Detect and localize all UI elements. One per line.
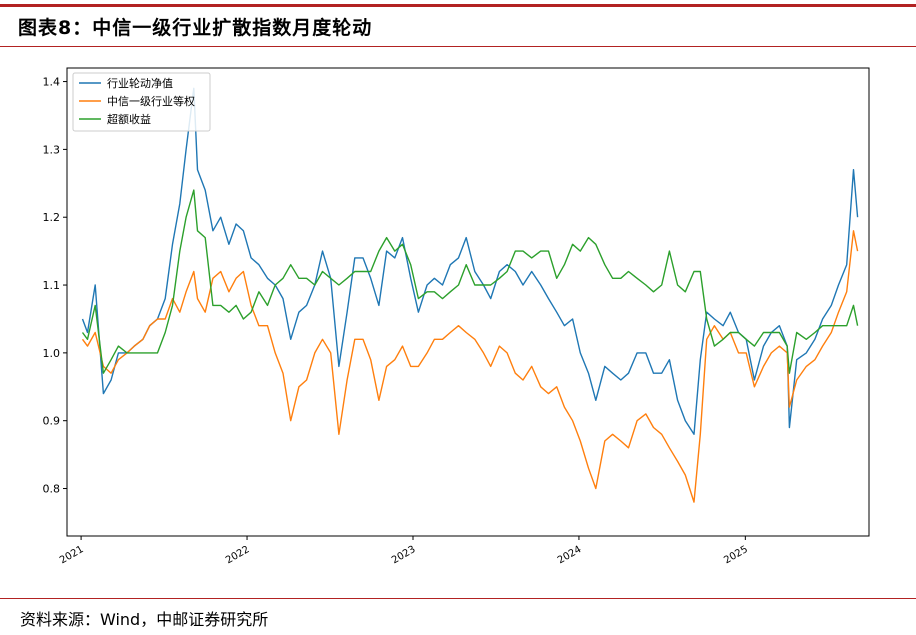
top-rule bbox=[0, 4, 916, 7]
y-axis: 0.8 0.9 1.0 1.1 1.2 1.3 1.4 bbox=[43, 76, 67, 496]
series-layer bbox=[81, 87, 859, 503]
x-tick-label: 2023 bbox=[390, 544, 418, 566]
figure-title: 图表8：中信一级行业扩散指数月度轮动 bbox=[18, 17, 373, 39]
series-line-3 bbox=[81, 189, 859, 374]
legend-label-2: 中信一级行业等权 bbox=[107, 94, 195, 108]
x-tick-label: 2021 bbox=[58, 544, 86, 566]
source-note: 资料来源：Wind，中邮证券研究所 bbox=[20, 610, 269, 629]
y-tick-label: 1.3 bbox=[43, 143, 61, 156]
x-tick-label: 2024 bbox=[556, 544, 584, 566]
plot-frame bbox=[66, 67, 870, 537]
y-tick-label: 0.9 bbox=[43, 415, 61, 428]
y-tick-label: 1.2 bbox=[43, 211, 61, 224]
series-line-1 bbox=[81, 87, 859, 435]
x-tick-label: 2025 bbox=[722, 544, 750, 566]
y-tick-label: 0.8 bbox=[43, 483, 61, 496]
y-tick-label: 1.1 bbox=[43, 279, 61, 292]
header-rule bbox=[0, 46, 916, 47]
chart-area: 0.8 0.9 1.0 1.1 1.2 1.3 1.4 2021 2022 2023 2024 20… bbox=[0, 44, 916, 596]
line-chart: 0.80.91.01.11.21.31.4 2021 2022 2023 2024 20… bbox=[43, 67, 870, 566]
series-line-2 bbox=[81, 230, 859, 503]
x-axis: 2021 2022 2023 2024 2025 bbox=[58, 536, 750, 566]
legend-label-3: 超额收益 bbox=[107, 112, 151, 126]
y-tick-label: 1.0 bbox=[43, 347, 61, 360]
bottom-rule bbox=[0, 598, 916, 599]
y-tick-label: 1.4 bbox=[43, 76, 61, 89]
figure-header: 图表8：中信一级行业扩散指数月度轮动 bbox=[0, 7, 916, 47]
x-tick-label: 2022 bbox=[224, 544, 252, 566]
legend-box bbox=[72, 72, 211, 132]
legend-label-1: 行业轮动净值 bbox=[107, 76, 173, 90]
